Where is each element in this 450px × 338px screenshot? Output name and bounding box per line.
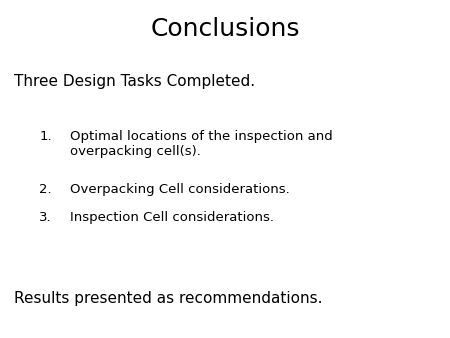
- Text: Conclusions: Conclusions: [150, 17, 300, 41]
- Text: Inspection Cell considerations.: Inspection Cell considerations.: [70, 211, 274, 224]
- Text: 2.: 2.: [39, 183, 52, 195]
- Text: Overpacking Cell considerations.: Overpacking Cell considerations.: [70, 183, 289, 195]
- Text: Optimal locations of the inspection and
overpacking cell(s).: Optimal locations of the inspection and …: [70, 130, 333, 158]
- Text: 3.: 3.: [39, 211, 52, 224]
- Text: 1.: 1.: [39, 130, 52, 143]
- Text: Three Design Tasks Completed.: Three Design Tasks Completed.: [14, 74, 255, 89]
- Text: Results presented as recommendations.: Results presented as recommendations.: [14, 291, 322, 306]
